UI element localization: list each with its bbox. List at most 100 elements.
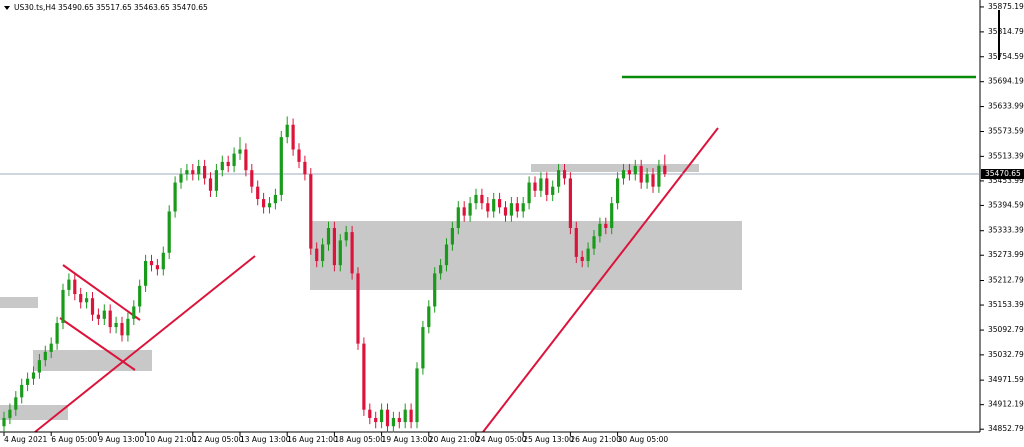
candle-body [545, 178, 549, 195]
candle-body [645, 174, 649, 183]
trend-line [34, 255, 256, 433]
candle-body [55, 322, 59, 344]
candle-body [403, 409, 407, 423]
ohlc-value: 35463.65 [134, 3, 170, 12]
candle-body [616, 178, 620, 204]
candle-body [480, 194, 484, 204]
y-tick-label: 35814.79 [988, 27, 1024, 36]
y-tick-label: 34852.79 [988, 424, 1024, 433]
candle-body [279, 137, 283, 195]
candle-body [610, 203, 614, 228]
drawings [0, 75, 976, 433]
menu-icon[interactable] [4, 6, 10, 10]
candle-body [474, 194, 478, 204]
candle-body [262, 199, 266, 208]
price-label: 35470.65 [985, 169, 1021, 178]
candle-body [250, 170, 254, 187]
candle-body [197, 166, 201, 175]
ohlc-value: 35517.65 [96, 3, 132, 12]
candle-body [468, 203, 472, 216]
candle-body [297, 149, 301, 162]
candle-body [568, 178, 572, 228]
candle-body [273, 194, 277, 204]
candle-body [173, 182, 177, 212]
candle-body [362, 343, 366, 410]
scale-bar [998, 10, 1000, 60]
ohlc-value: 35490.65 [58, 3, 94, 12]
candle-body [321, 244, 325, 262]
candle-body [574, 227, 578, 257]
candle-body [49, 343, 53, 352]
y-tick-label: 35032.79 [988, 350, 1024, 359]
candle-body [114, 322, 118, 328]
x-tick-label: 20 Aug 21:00 [429, 435, 480, 444]
candle-body [633, 166, 637, 175]
candle-body [332, 227, 336, 266]
candle-body [350, 232, 354, 274]
trend-line [482, 127, 719, 433]
candle-body [338, 240, 342, 266]
candle-body [326, 227, 331, 245]
candle-body [85, 298, 89, 303]
candle-body [356, 273, 360, 344]
candle-body [208, 178, 213, 191]
y-tick-label: 35273.99 [988, 250, 1024, 259]
x-tick-label: 30 Aug 05:00 [618, 435, 669, 444]
candle-body [368, 409, 372, 418]
candle-body [61, 289, 65, 323]
candle-body [657, 165, 661, 187]
candle-body [2, 417, 6, 427]
candle-body [503, 207, 508, 216]
y-tick-label: 35633.99 [988, 102, 1024, 111]
candle-body [444, 244, 449, 266]
candle-body [621, 170, 626, 179]
candle-body [391, 417, 395, 427]
candle-body [462, 207, 466, 216]
y-tick-label: 35694.19 [988, 77, 1024, 86]
candle-body [580, 256, 584, 262]
y-tick-label: 35875.19 [988, 2, 1024, 11]
candle-body [126, 318, 130, 336]
symbol: US30.ts,H4 [14, 3, 56, 12]
candle-body [539, 178, 543, 191]
candle-body [315, 248, 319, 262]
candle-body [415, 368, 419, 423]
candle-body [427, 306, 431, 328]
y-tick-label: 35333.39 [988, 226, 1024, 235]
candle-body [26, 378, 30, 385]
candle-body [161, 252, 165, 270]
x-tick-label: 9 Aug 13:00 [98, 435, 144, 444]
candle-body [226, 161, 230, 167]
candle-body [303, 161, 307, 175]
candle-body [421, 327, 425, 369]
x-tick-label: 12 Aug 05:00 [193, 435, 244, 444]
candle-body [651, 174, 655, 187]
zone [310, 221, 742, 290]
candle-body [527, 182, 531, 204]
y-tick-label: 34912.19 [988, 400, 1024, 409]
candle-body [374, 417, 378, 423]
zone [531, 164, 699, 172]
candle-body [144, 261, 148, 286]
candle-body [244, 149, 248, 171]
candle-body [397, 417, 401, 423]
candle-body [639, 166, 643, 183]
candle-body [220, 161, 224, 171]
price-label-box [981, 169, 1024, 180]
candle-body [551, 186, 555, 195]
x-tick-label: 6 Aug 05:00 [51, 435, 97, 444]
y-tick-label: 35754.59 [988, 52, 1024, 61]
candle-body [598, 223, 602, 237]
candle-body [344, 232, 348, 241]
candle-body [138, 285, 142, 307]
candle-body [73, 279, 77, 295]
x-tick-label: 4 Aug 2021 [4, 435, 47, 444]
x-tick-label: 16 Aug 21:00 [287, 435, 338, 444]
candle-body [238, 149, 242, 154]
flag-line [62, 264, 141, 321]
y-tick-label: 35212.79 [988, 276, 1024, 285]
candle-body [586, 248, 590, 262]
candle-body [31, 372, 36, 379]
